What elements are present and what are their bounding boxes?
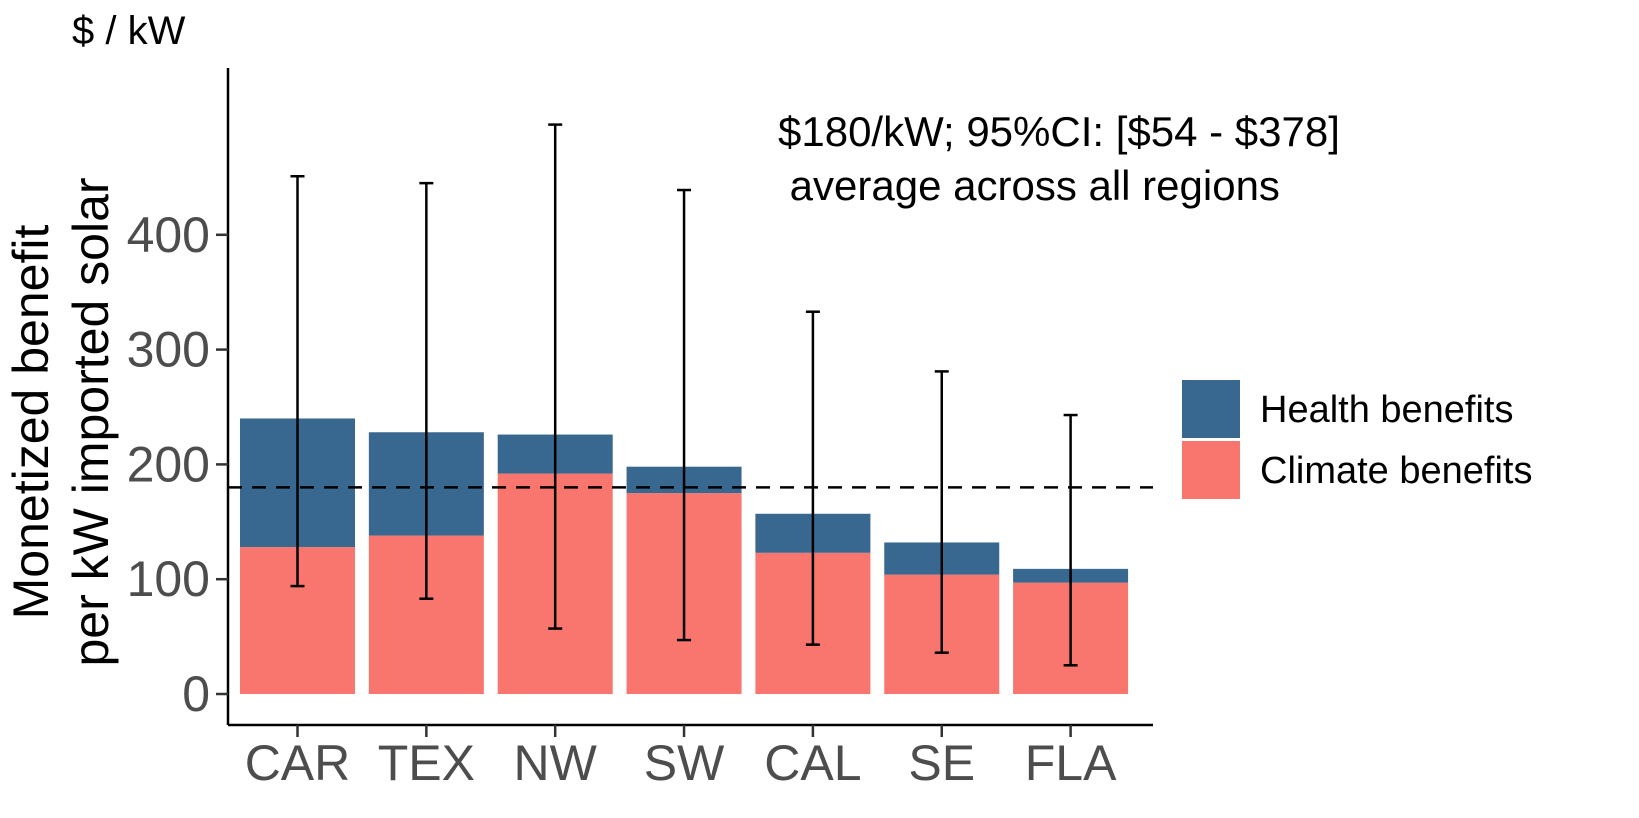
y-tick-label: 200 [127,436,210,492]
legend-label-climate: Climate benefits [1260,450,1532,492]
x-tick-label-nw: NW [514,735,598,791]
average-annotation: $180/kW; 95%CI: [$54 - $378] average acr… [778,108,1340,209]
x-tick-label-fla: FLA [1025,735,1117,791]
y-tick-label: 300 [127,322,210,378]
legend-label-health: Health benefits [1260,389,1514,431]
plot-area: 0 100 200 300 400 CAR TEX NW SW CAL SE FLA [127,68,1153,791]
y-unit-label: $ / kW [72,9,186,53]
legend: Health benefits Climate benefits [1182,380,1532,499]
x-tick-label-cal: CAL [764,735,861,791]
y-tick-label: 100 [127,551,210,607]
annotation-line-1: $180/kW; 95%CI: [$54 - $378] [778,108,1340,155]
y-axis-title-line-2: per kW imported solar [63,177,119,666]
y-tick-label: 400 [127,207,210,263]
x-tick-label-se: SE [908,735,975,791]
annotation-line-2: average across all regions [778,162,1280,209]
legend-key-climate [1182,441,1240,499]
legend-key-health [1182,380,1240,438]
y-axis-title-line-1: Monetized benefit [3,225,59,620]
x-tick-label-sw: SW [644,735,725,791]
x-tick-label-car: CAR [245,735,351,791]
x-tick-label-tex: TEX [378,735,475,791]
y-tick-label: 0 [182,666,210,722]
y-axis-title: Monetized benefit per kW imported solar [3,177,119,666]
